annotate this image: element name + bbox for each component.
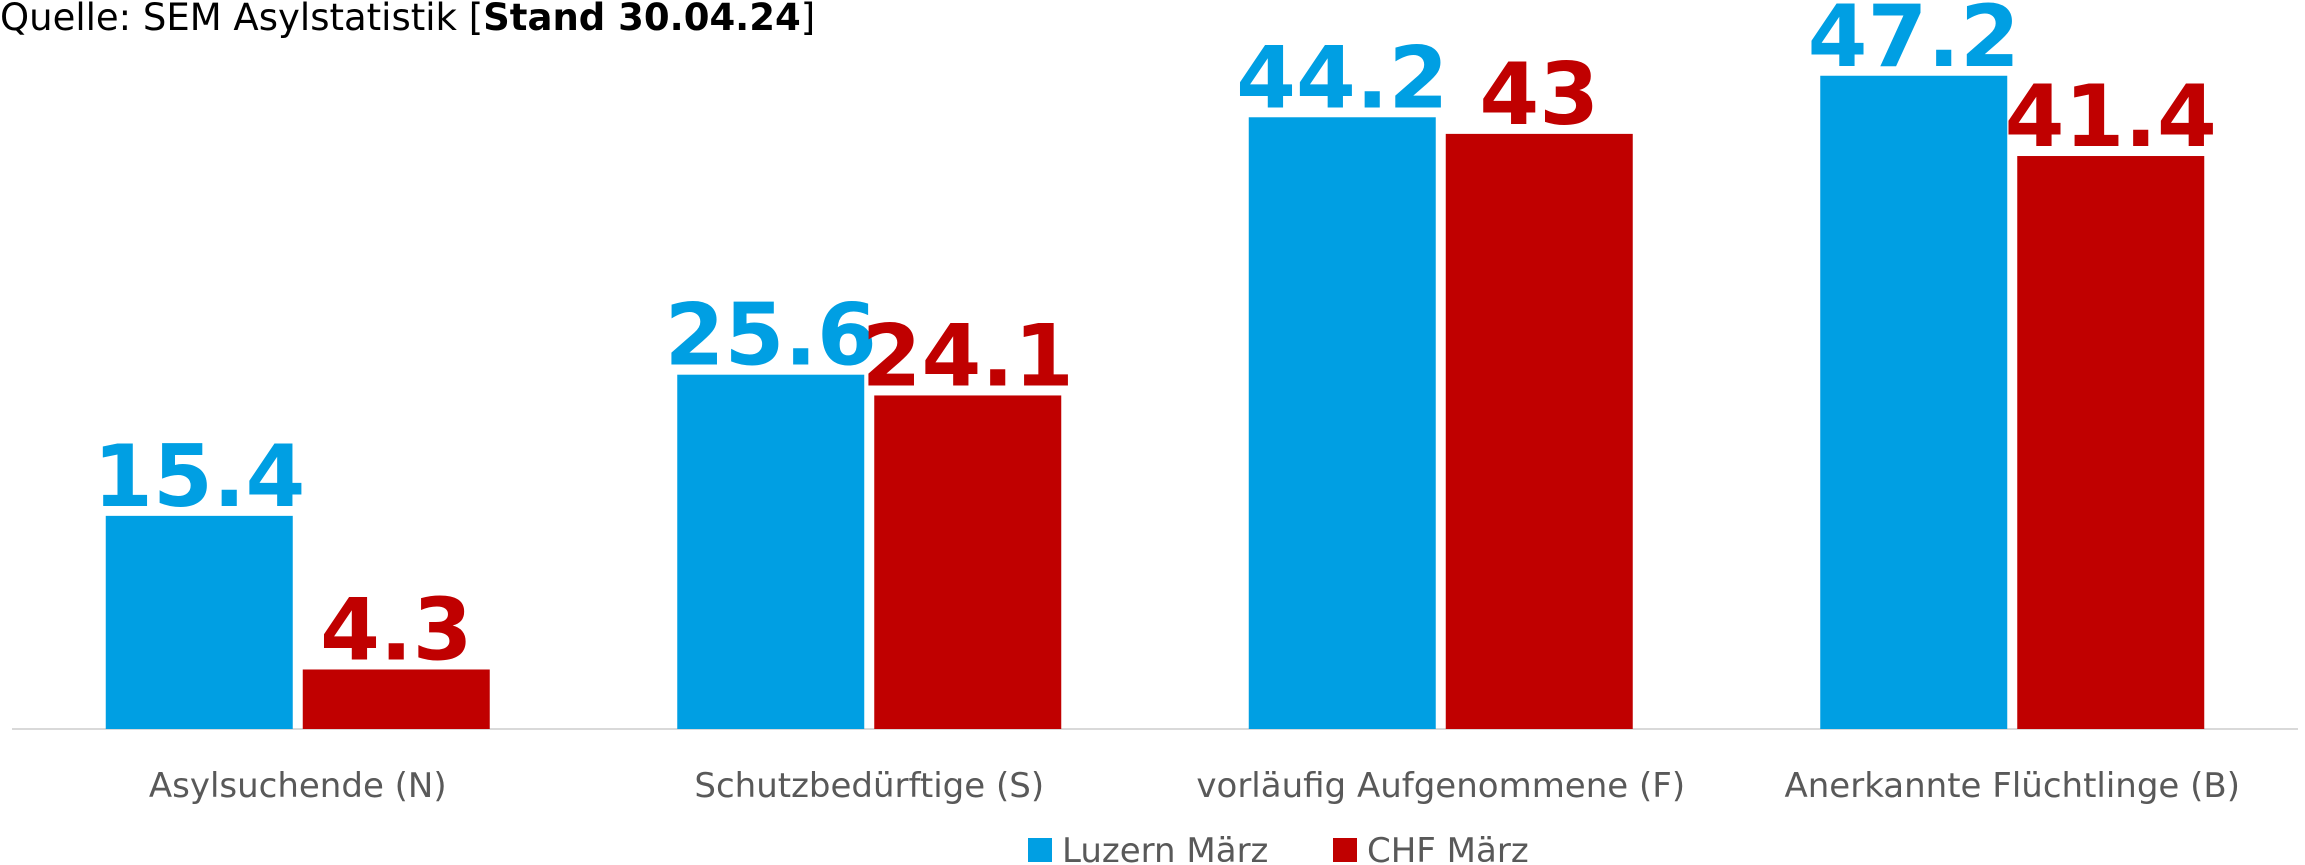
bar [1820,75,2008,729]
title-part: Quelle: SEM Asylstatistik [ [0,0,483,39]
legend-label: Luzern März [1062,831,1268,865]
x-tick-label: Schutzbedürftige (S) [694,766,1044,806]
bar [302,669,490,729]
bar [105,515,293,729]
bar [677,374,865,729]
data-label: 24.1 [862,306,1074,406]
legend-swatch [1333,838,1357,862]
chart-title: Quelle: SEM Asylstatistik [Stand 30.04.2… [0,0,815,39]
x-tick-label: Anerkannte Flüchtlinge (B) [1784,766,2240,806]
data-label: 15.4 [93,427,305,527]
bar [2017,156,2205,730]
title-part: ] [801,0,815,39]
x-tick-label: Asylsuchende (N) [149,766,447,806]
bar [874,395,1062,729]
bar [1248,117,1436,730]
data-label: 25.6 [665,286,877,386]
title-part: Stand 30.04.24 [483,0,801,39]
legend-label: CHF März [1367,831,1529,865]
data-label: 44.2 [1236,28,1448,128]
legend-swatch [1028,838,1052,862]
x-tick-label: vorläufig Aufgenommene (F) [1196,766,1685,806]
bar [1445,133,1633,729]
data-label: 43 [1479,45,1599,145]
data-label: 47.2 [1808,0,2020,87]
data-label: 41.4 [2005,67,2217,167]
data-label: 4.3 [320,580,472,680]
